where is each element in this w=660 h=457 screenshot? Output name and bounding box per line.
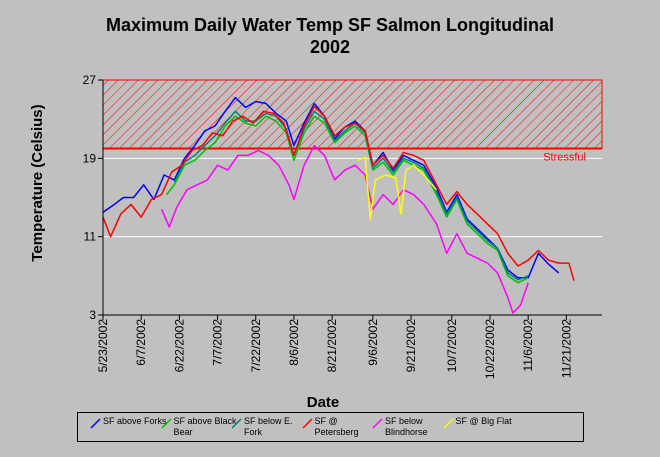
chart-title-line-2: 2002 bbox=[309, 37, 351, 57]
x-tick-label: 8/21/2002 bbox=[325, 319, 339, 373]
legend: SF above Forks SF above Black Bear SF belo… bbox=[77, 412, 584, 442]
legend-swatch bbox=[372, 418, 383, 429]
legend-label: SF above Black Bear bbox=[173, 416, 237, 437]
legend-swatch bbox=[301, 418, 313, 429]
y-tick-label: 3 bbox=[89, 308, 96, 322]
x-tick-label: 8/6/2002 bbox=[287, 319, 301, 366]
x-tick-label: 5/23/2002 bbox=[96, 319, 110, 373]
axes bbox=[102, 80, 602, 316]
x-tick-label: 7/22/2002 bbox=[249, 319, 263, 373]
x-axis-title: Date bbox=[307, 394, 340, 411]
series-line bbox=[160, 144, 529, 314]
legend-swatch bbox=[231, 418, 242, 429]
y-tick-label: 11 bbox=[84, 230, 97, 244]
legend-swatch bbox=[90, 418, 101, 429]
legend-label: SF below E. Fork bbox=[244, 416, 293, 437]
series-line bbox=[357, 156, 438, 220]
y-tick-label: 27 bbox=[83, 73, 97, 87]
legend-swatch bbox=[442, 418, 454, 429]
x-tick-label: 10/22/2002 bbox=[483, 319, 497, 379]
chart-title: Maximum Daily Water Temp SF Salmon Longi… bbox=[0, 14, 660, 58]
y-tick-label: 19 bbox=[83, 151, 97, 165]
series-line bbox=[166, 115, 529, 284]
legend-label: SF below Blindhorse bbox=[385, 416, 428, 437]
chart-title-line-1: Maximum Daily Water Temp SF Salmon Longi… bbox=[105, 15, 555, 35]
stressful-zone: Stressful bbox=[102, 79, 603, 164]
series-line bbox=[173, 110, 529, 281]
x-tick-label: 7/7/2002 bbox=[211, 319, 225, 366]
x-tick-label: 9/21/2002 bbox=[404, 319, 418, 373]
legend-swatch bbox=[160, 418, 172, 429]
x-tick-label: 10/7/2002 bbox=[445, 319, 459, 373]
stressful-hatch bbox=[102, 79, 603, 150]
x-tick-label: 6/22/2002 bbox=[172, 319, 186, 373]
y-axis-title: Temperature (Celsius) bbox=[29, 104, 46, 261]
x-tick-labels: 5/23/2002 6/7/2002 6/22/2002 7/7/2002 7/22/2… bbox=[96, 315, 573, 379]
legend-label: SF @ Big Flat bbox=[455, 416, 512, 426]
legend-label: SF @ Petersberg bbox=[314, 416, 359, 437]
stressful-label: Stressful bbox=[543, 152, 586, 164]
legend-label: SF above Forks bbox=[103, 416, 167, 426]
x-tick-label: 11/21/2002 bbox=[559, 319, 573, 378]
y-tick-labels: 3 11 19 27 bbox=[83, 73, 103, 322]
series-lines bbox=[103, 96, 575, 314]
series-line bbox=[103, 105, 575, 281]
x-tick-label: 11/6/2002 bbox=[521, 319, 535, 372]
x-tick-label: 6/7/2002 bbox=[134, 319, 148, 366]
x-tick-label: 9/6/2002 bbox=[366, 319, 380, 366]
